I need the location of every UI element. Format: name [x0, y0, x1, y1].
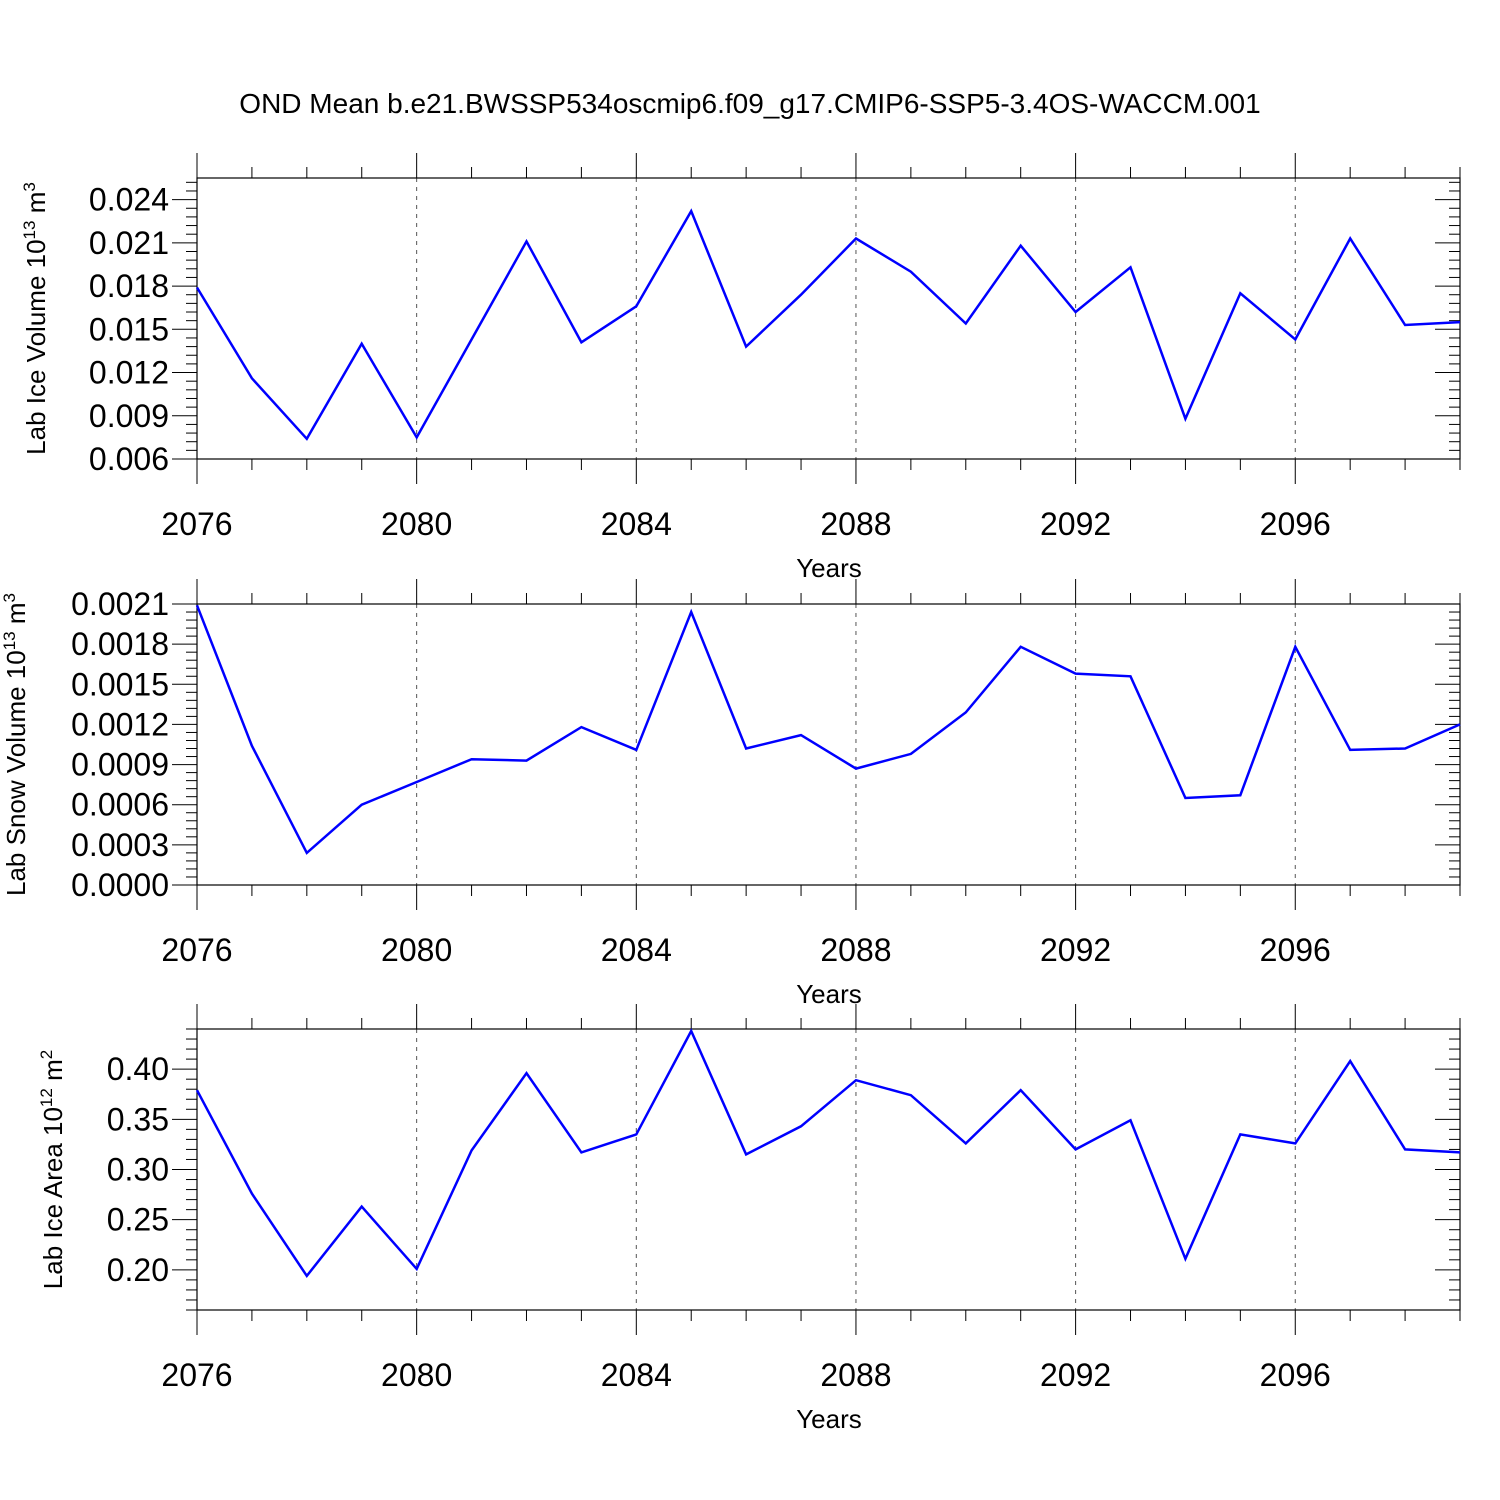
y-tick-label: 0.0012 [71, 706, 169, 742]
y-tick-label: 0.30 [107, 1152, 169, 1188]
y-axis-label-exponent: 13 [20, 221, 39, 240]
x-tick-label: 2084 [601, 506, 672, 542]
y-tick-label: 0.024 [89, 182, 169, 218]
x-axis-label: Years [796, 553, 862, 583]
chart-title: OND Mean b.e21.BWSSP534oscmip6.f09_g17.C… [239, 88, 1260, 119]
x-tick-label: 2088 [820, 1357, 891, 1393]
y-axis-label-unit: m [21, 192, 51, 221]
y-axis-label-unit: m [1, 602, 31, 631]
x-tick-label: 2084 [601, 1357, 672, 1393]
y-tick-label: 0.0015 [71, 666, 169, 702]
x-tick-label: 2092 [1040, 506, 1111, 542]
y-axis-label-unit-exponent: 2 [37, 1050, 56, 1059]
x-tick-label: 2088 [820, 932, 891, 968]
y-tick-label: 0.20 [107, 1252, 169, 1288]
y-tick-label: 0.0006 [71, 787, 169, 823]
y-axis-label-exponent: 12 [37, 1088, 56, 1107]
y-axis-label-base: Lab Snow Volume 10 [1, 650, 31, 896]
y-tick-label: 0.25 [107, 1202, 169, 1238]
y-tick-label: 0.021 [89, 225, 169, 261]
y-axis-label: Lab Ice Volume 1013 m3 [20, 182, 51, 455]
x-axis-label: Years [796, 1404, 862, 1434]
x-tick-label: 2076 [161, 932, 232, 968]
x-tick-label: 2092 [1040, 1357, 1111, 1393]
y-tick-label: 0.35 [107, 1101, 169, 1137]
y-tick-label: 0.0021 [71, 586, 169, 622]
y-tick-label: 0.009 [89, 398, 169, 434]
x-tick-label: 2076 [161, 1357, 232, 1393]
x-tick-label: 2096 [1260, 506, 1331, 542]
y-tick-label: 0.40 [107, 1051, 169, 1087]
y-tick-label: 0.0018 [71, 626, 169, 662]
x-tick-label: 2096 [1260, 1357, 1331, 1393]
y-tick-label: 0.0003 [71, 827, 169, 863]
x-tick-label: 2088 [820, 506, 891, 542]
y-axis-label-base: Lab Ice Volume 10 [21, 239, 51, 454]
panel-3: 2076 2080 2084 2088 2092 2096 0.20 0.25 0.30 0.35… [37, 1004, 1461, 1434]
panel-1: 2076 2080 2084 2088 2092 2096 0.006 0.009 0.012 0… [20, 153, 1461, 583]
plot-frame [196, 603, 1461, 886]
y-tick-label: 0.018 [89, 268, 169, 304]
y-axis-label-unit-exponent: 3 [0, 593, 19, 602]
x-tick-label: 2080 [381, 506, 452, 542]
y-tick-label: 0.006 [89, 441, 169, 477]
x-tick-label: 2080 [381, 1357, 452, 1393]
series-line [195, 604, 1461, 855]
y-tick-label: 0.0000 [71, 867, 169, 903]
x-tick-label: 2080 [381, 932, 452, 968]
x-tick-label: 2096 [1260, 932, 1331, 968]
series-line [195, 1028, 1461, 1279]
y-axis-label-base: Lab Ice Area 10 [38, 1107, 68, 1289]
y-axis-label: Lab Snow Volume 1013 m3 [0, 593, 31, 896]
x-tick-label: 2076 [161, 506, 232, 542]
panel-2: 2076 2080 2084 2088 2092 2096 0.0000 0.0003 0.00… [0, 579, 1461, 1009]
y-axis-label: Lab Ice Area 1012 m2 [37, 1050, 68, 1289]
plot-frame [196, 177, 1461, 460]
y-axis-label-exponent: 13 [0, 631, 19, 650]
x-tick-label: 2092 [1040, 932, 1111, 968]
series-line [195, 208, 1461, 441]
plot-frame [196, 1028, 1461, 1311]
y-axis-label-unit: m [38, 1059, 68, 1088]
panels: 2076 2080 2084 2088 2092 2096 0.006 0.009 0.012 0… [0, 153, 1461, 1434]
y-tick-label: 0.0009 [71, 747, 169, 783]
y-tick-label: 0.012 [89, 355, 169, 391]
x-tick-label: 2084 [601, 932, 672, 968]
x-axis-label: Years [796, 979, 862, 1009]
y-axis-label-unit-exponent: 3 [20, 182, 39, 191]
y-tick-label: 0.015 [89, 311, 169, 347]
